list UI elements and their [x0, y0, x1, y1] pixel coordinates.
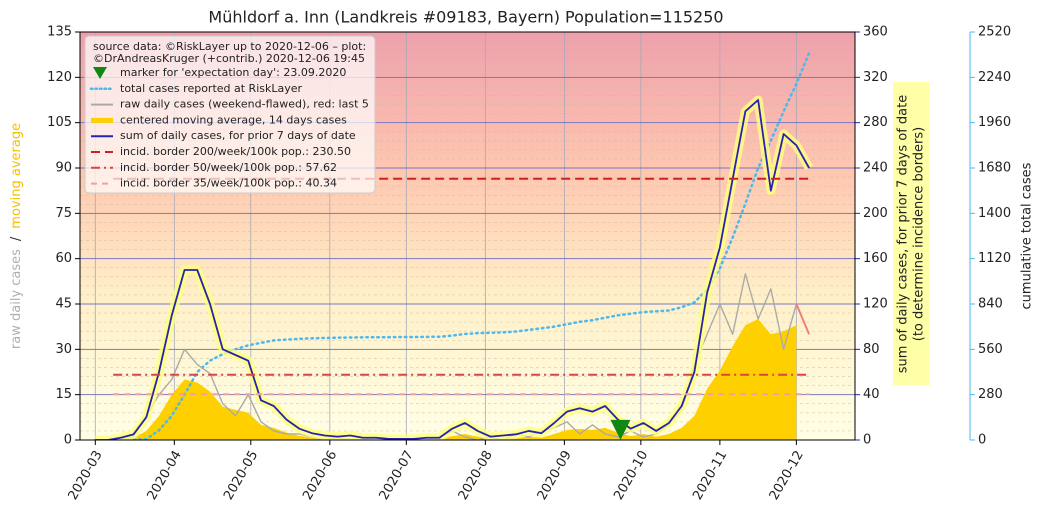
legend-label: raw daily cases (weekend-flawed), red: l…: [120, 98, 369, 111]
y2-tick-label: 320: [863, 70, 888, 85]
line: [94, 51, 811, 440]
y2-tick-label: 160: [863, 251, 888, 266]
legend-label: total cases reported at RiskLayer: [120, 82, 303, 95]
y2-tick-label: 0: [863, 433, 871, 448]
y-tick-label: 15: [55, 387, 72, 402]
y-tick-label: 60: [55, 251, 72, 266]
y2-axis-label: sum of daily cases, for prior 7 days of …: [896, 95, 911, 374]
expectation-marker: [610, 419, 631, 440]
y3-tick-label: 560: [978, 342, 1003, 357]
line: [95, 99, 810, 440]
y2-axis-label: (to determine incidence borders): [912, 127, 927, 342]
y3-tick-label: 1680: [978, 161, 1011, 176]
y2-tick-label: 80: [863, 342, 880, 357]
y-tick-label: 105: [47, 115, 72, 130]
legend-label: marker for 'expectation day': 23.09.2020: [120, 66, 346, 79]
legend-label: centered moving average, 14 days cases: [120, 113, 347, 126]
y3-tick-label: 1960: [978, 115, 1011, 130]
x-tick-label: 2020-03: [66, 448, 106, 503]
y-tick-label: 30: [55, 342, 72, 357]
y2-tick-label: 120: [863, 297, 888, 312]
line-last: [795, 303, 811, 335]
y3-tick-label: 280: [978, 387, 1003, 402]
y-axis-label-part: raw daily cases: [9, 249, 24, 349]
x-tick-label: 2020-09: [535, 448, 575, 503]
x-tick-label: 2020-12: [767, 448, 807, 503]
y2-label-box: [893, 82, 930, 385]
y-tick-label: 0: [64, 433, 72, 448]
x-tick-label: 2020-04: [145, 448, 185, 503]
y3-tick-label: 840: [978, 297, 1003, 312]
y3-axis-label: cumulative total cases: [1020, 162, 1035, 309]
y-axis-label: raw daily cases / moving average: [9, 123, 24, 349]
legend-label: incid. border 50/week/100k pop.: 57.62: [120, 161, 337, 174]
y-tick-label: 90: [55, 161, 72, 176]
legend: source data: ©RiskLayer up to 2020-12-06…: [84, 35, 376, 194]
y3-tick-label: 1400: [978, 206, 1011, 221]
y3-tick-label: 2520: [978, 25, 1011, 40]
area: [95, 319, 797, 440]
x-tick-label: 2020-10: [611, 448, 651, 503]
y-tick-label: 120: [47, 70, 72, 85]
y-axis-label-part: /: [9, 236, 24, 241]
y2-tick-label: 360: [863, 25, 888, 40]
x-tick-label: 2020-05: [221, 448, 261, 503]
y-tick-label: 135: [47, 25, 72, 40]
plot-clip: [80, 32, 855, 440]
legend-label: sum of daily cases, for prior 7 days of …: [120, 129, 356, 142]
y3-tick-label: 1120: [978, 251, 1011, 266]
x-tick-label: 2020-06: [300, 448, 340, 503]
x-tick-label: 2020-07: [377, 448, 417, 503]
legend-marker: [93, 67, 107, 79]
legend-box: [84, 35, 376, 194]
y3-tick-label: 0: [978, 433, 986, 448]
y-tick-label: 75: [55, 206, 72, 221]
x-tick-label: 2020-08: [456, 448, 496, 503]
y3-tick-label: 2240: [978, 70, 1011, 85]
legend-label: incid. border 35/week/100k pop.: 40.34: [120, 177, 337, 190]
y-axis-label-part: moving average: [9, 123, 24, 229]
x-tick-label: 2020-11: [690, 448, 730, 503]
legend-title: source data: ©RiskLayer up to 2020-12-06…: [93, 40, 366, 53]
plot-frame: [79, 31, 856, 441]
chart-title: Mühldorf a. Inn (Landkreis #09183, Bayer…: [208, 8, 723, 27]
y2-tick-label: 40: [863, 387, 880, 402]
y-tick-label: 45: [55, 297, 72, 312]
y2-tick-label: 240: [863, 161, 888, 176]
legend-label: incid. border 200/week/100k pop.: 230.50: [120, 145, 351, 158]
y2-tick-label: 280: [863, 115, 888, 130]
y2-tick-label: 200: [863, 206, 888, 221]
legend-title: ©DrAndreasKruger (+contrib.) 2020-12-06 …: [93, 52, 365, 65]
